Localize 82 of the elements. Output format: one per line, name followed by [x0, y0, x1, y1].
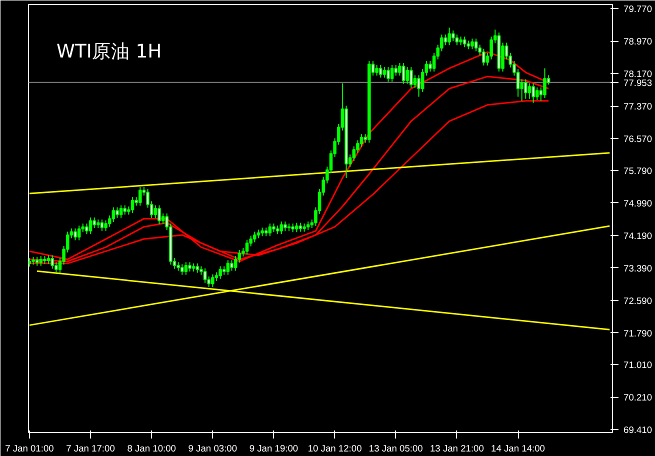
candlestick [184, 262, 188, 276]
x-tick-label: 13 Jan 05:00 [368, 444, 423, 454]
candlestick [180, 264, 184, 276]
candlestick [245, 239, 249, 255]
y-tick-label: 78.170 [624, 69, 652, 80]
x-tick-label: 13 Jan 21:00 [430, 444, 484, 454]
candlestick [88, 216, 92, 235]
candlestick [85, 223, 88, 235]
candlestick [77, 225, 81, 241]
candlestick [375, 64, 378, 76]
candlestick [92, 216, 96, 229]
candlestick [154, 204, 158, 218]
x-tick-label: 14 Jan 14:00 [491, 444, 546, 454]
candlestick [104, 220, 108, 232]
candlestick [112, 206, 116, 222]
candlestick [218, 266, 222, 280]
y-tick-label: 71.790 [624, 328, 652, 338]
y-tick-label: 79.770 [624, 4, 652, 14]
candlestick [543, 68, 546, 98]
candlestick [280, 221, 284, 235]
candlestick [158, 204, 161, 224]
y-tick-label: 76.570 [624, 134, 652, 144]
candlestick [394, 64, 398, 76]
y-tick-label: 74.190 [624, 230, 652, 241]
candlestick [268, 223, 272, 237]
candlestick [455, 34, 459, 46]
y-tick-label: 70.210 [624, 392, 652, 403]
y-tick-label: 72.590 [624, 296, 652, 306]
ref-line-label: 77.953 [624, 78, 652, 88]
candlestick [474, 38, 478, 52]
candlestick [119, 204, 123, 218]
candlestick [203, 268, 207, 284]
candlestick [470, 38, 474, 50]
candlestick [138, 186, 142, 206]
candlestick [234, 256, 238, 272]
y-tick-label: 74.990 [624, 198, 652, 208]
x-tick-label: 8 Jan 10:00 [127, 444, 176, 454]
candlestick [390, 64, 394, 82]
candlestick [482, 48, 486, 66]
candlestick [382, 66, 386, 78]
candlestick [74, 228, 77, 241]
candlestick [417, 74, 420, 98]
candlestick [284, 221, 287, 232]
y-tick-label: 75.790 [624, 166, 652, 176]
candlestick [188, 262, 192, 272]
candlestick [253, 231, 256, 243]
candlestick [50, 254, 54, 270]
candlestick [130, 196, 134, 214]
candlestick [448, 27, 451, 46]
candlestick [462, 36, 466, 48]
y-tick-label: 78.970 [624, 36, 652, 47]
y-tick-label: 73.390 [624, 263, 652, 274]
x-tick-label: 9 Jan 19:00 [249, 444, 298, 454]
y-tick-label: 71.010 [624, 360, 652, 370]
x-tick-label: 7 Jan 01:00 [5, 444, 54, 454]
candlestick [211, 274, 214, 288]
candlestick [451, 30, 455, 42]
candlestick [524, 78, 528, 100]
x-tick-label: 7 Jan 17:00 [66, 444, 115, 454]
x-tick-label: 9 Jan 03:00 [188, 444, 238, 454]
y-tick-label: 77.370 [624, 102, 652, 112]
candlestick [39, 256, 43, 266]
candlestick [226, 260, 230, 276]
candlestick [295, 222, 298, 233]
text: WTI原油 1H [56, 42, 162, 62]
candlestick [100, 219, 104, 232]
y-tick-label: 69.410 [624, 425, 652, 436]
x-tick-label: 10 Jan 12:00 [308, 444, 362, 454]
candlestick [116, 206, 119, 218]
candlestick [535, 86, 539, 101]
candlestick [402, 62, 406, 84]
candlestick [196, 262, 200, 274]
candlestick [123, 204, 127, 216]
candlestick [386, 66, 390, 82]
candlestick [444, 34, 448, 46]
candlestick [230, 260, 234, 272]
candlestick [406, 66, 409, 84]
candlestick [360, 134, 364, 148]
candlestick [532, 82, 535, 104]
candlestick [410, 66, 413, 88]
candlestick [528, 82, 532, 100]
candlestick [378, 64, 382, 78]
